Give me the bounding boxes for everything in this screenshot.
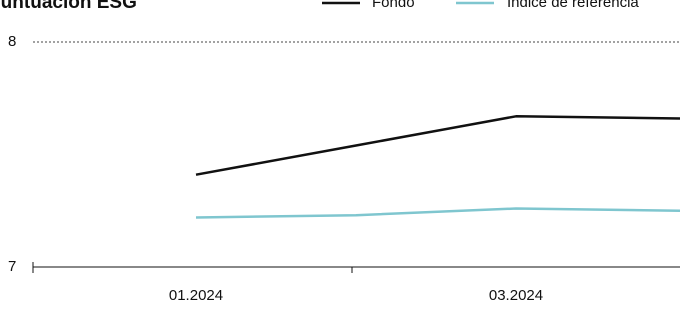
y-tick-label-8: 8 [8,33,16,50]
series-line-benchmark [195,207,680,219]
legend-label-fondo: Fondo [372,0,415,11]
x-tick-label-03-2024: 03.2024 [489,287,543,304]
legend: Fondo Índice de referencia [322,0,639,11]
chart-title: Puntuación ESG [0,0,137,13]
series-line-fondo [195,115,680,176]
y-tick-label-7: 7 [8,258,16,275]
x-tick-label-01-2024: 01.2024 [169,287,223,304]
legend-label-benchmark: Índice de referencia [507,0,639,11]
